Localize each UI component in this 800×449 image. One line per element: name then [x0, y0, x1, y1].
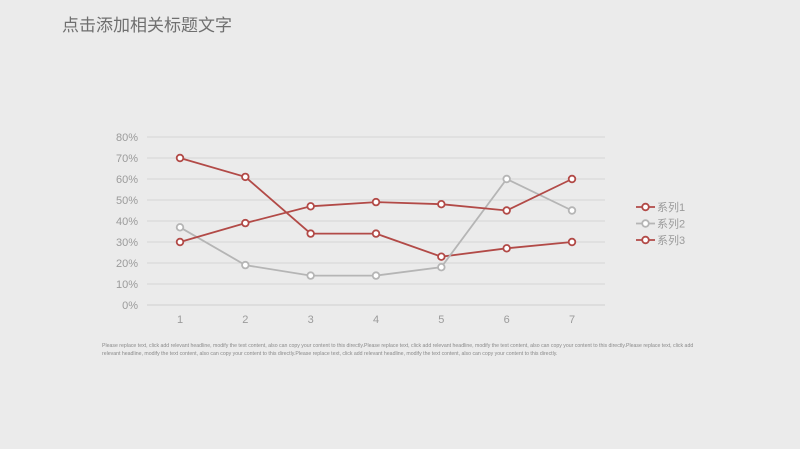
chart-series-points [175, 153, 577, 280]
y-axis-tick-labels: 0% 10% 20% 30% 40% 50% 60% 70% 80% [116, 132, 138, 312]
y-tick-label: 80% [116, 132, 138, 144]
y-tick-label: 60% [116, 174, 138, 186]
x-tick-label: 2 [242, 314, 248, 326]
series-3-point [241, 218, 250, 228]
legend-swatch-marker [641, 202, 650, 212]
series-3-point [371, 197, 381, 207]
legend-label: 系列3 [657, 233, 685, 247]
series-1-point [241, 172, 250, 182]
legend-swatch-marker [641, 219, 650, 228]
legend-swatch-marker [641, 235, 650, 245]
series-3-point [437, 199, 446, 209]
series-3-point [567, 174, 577, 184]
series-2-point [175, 223, 185, 232]
y-tick-label: 30% [116, 237, 138, 249]
series-2-point [437, 263, 446, 272]
series-2-point [567, 206, 577, 215]
legend-label: 系列1 [657, 200, 685, 214]
x-tick-label: 6 [504, 314, 510, 326]
y-tick-label: 50% [116, 195, 138, 207]
chart-gridlines [147, 136, 605, 306]
series-2-point [371, 271, 381, 280]
y-tick-label: 0% [122, 300, 138, 312]
legend-item: 系列1 [636, 200, 685, 214]
series-line-2 [179, 177, 573, 277]
y-tick-label: 70% [116, 153, 138, 165]
legend-item: 系列2 [636, 217, 685, 231]
series-1-point [306, 229, 315, 238]
legend-label: 系列2 [657, 217, 685, 231]
series-1-point [502, 244, 511, 253]
series-1-point [437, 252, 446, 261]
legend-item: 系列3 [636, 233, 685, 247]
x-tick-label: 1 [177, 314, 183, 326]
series-2-point [502, 174, 511, 184]
chart-legend: 系列1 系列2 系列3 [636, 200, 685, 247]
y-tick-label: 10% [116, 279, 138, 291]
body-text: Please replace text, click add relevant … [102, 343, 694, 358]
series-3-point [306, 202, 315, 211]
x-tick-label: 4 [373, 314, 379, 326]
chart-series-lines [179, 157, 573, 277]
series-2-point [306, 271, 315, 280]
series-1-point [371, 229, 381, 238]
series-2-point [241, 260, 250, 270]
x-tick-label: 3 [308, 314, 314, 326]
y-tick-label: 20% [116, 258, 138, 270]
x-tick-label: 5 [438, 314, 444, 326]
series-3-point [502, 206, 511, 215]
series-3-point [175, 237, 185, 247]
slide-title: 点击添加相关标题文字 [62, 16, 232, 36]
series-1-point [175, 153, 185, 163]
y-tick-label: 40% [116, 216, 138, 228]
x-axis-tick-labels: 1 2 3 4 5 6 7 [177, 314, 575, 326]
series-1-point [567, 237, 577, 247]
x-tick-label: 7 [569, 314, 575, 326]
